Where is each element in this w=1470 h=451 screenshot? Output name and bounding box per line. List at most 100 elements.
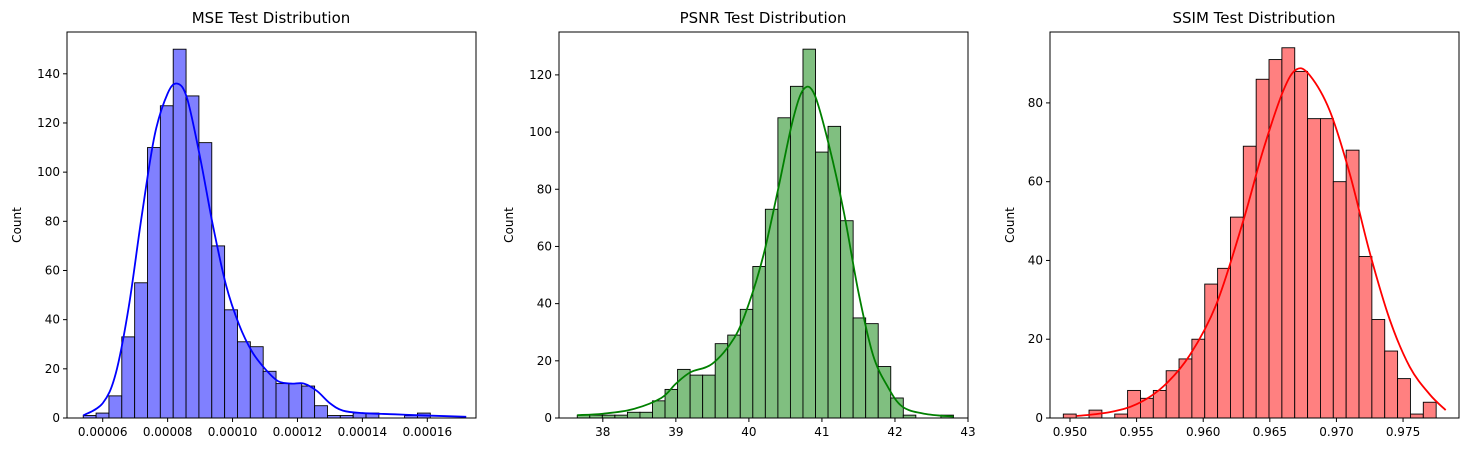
psnr-y-tick-label: 120 — [529, 68, 552, 82]
mse-x-tick-label: 0.00012 — [273, 425, 323, 439]
psnr-bar — [639, 411, 653, 419]
ssim-y-axis-label: Count — [1003, 207, 1017, 243]
ssim-axes-frame — [1049, 31, 1460, 419]
mse-x-tick-label: 0.00006 — [78, 425, 128, 439]
ssim-y-tick-label: 60 — [1028, 175, 1043, 189]
psnr-y-tick-label: 60 — [537, 239, 552, 253]
ssim-chart-title: SSIM Test Distribution — [1173, 9, 1336, 27]
mse-x-tick-label: 0.00016 — [402, 425, 452, 439]
mse-bar — [95, 412, 110, 419]
ssim-y-tick-label: 0 — [1035, 411, 1043, 425]
ssim-bar — [1294, 70, 1309, 419]
ssim-bar — [1242, 145, 1257, 419]
psnr-bar — [702, 374, 716, 419]
ssim-bar — [1384, 350, 1399, 419]
ssim-x-tick-label: 0.950 — [1053, 425, 1087, 439]
ssim-kde-line — [1076, 67, 1447, 417]
ssim-bar — [1062, 413, 1077, 419]
psnr-bar — [789, 85, 804, 419]
psnr-bar — [689, 374, 704, 419]
panel-psnr: PSNR Test Distribution Count 0 20 40 60 80 10… — [502, 9, 976, 439]
mse-x-tick-label: 0.00008 — [143, 425, 193, 439]
psnr-bar — [852, 317, 867, 419]
ssim-x-tick-label: 0.955 — [1119, 425, 1153, 439]
mse-bar — [237, 341, 251, 419]
psnr-axes-frame — [558, 31, 969, 419]
ssim-bar — [1307, 118, 1321, 419]
ssim-bar — [1409, 413, 1424, 419]
ssim-y-tick-label: 80 — [1028, 96, 1043, 110]
ssim-plot-area: 0 20 40 60 80 0.950 0.955 0.960 0.965 0.970 0.975 — [1028, 31, 1460, 439]
psnr-x-tick-label: 42 — [887, 425, 902, 439]
mse-bar — [121, 336, 136, 419]
psnr-x-tick-label: 40 — [741, 425, 756, 439]
mse-bar — [275, 383, 290, 419]
mse-y-axis-label: Count — [10, 207, 24, 243]
mse-y-tick-label: 100 — [37, 165, 60, 179]
ssim-bar — [1358, 256, 1373, 419]
ssim-bar — [1281, 47, 1296, 419]
panel-mse: MSE Test Distribution Count 0 20 40 60 80 100… — [10, 9, 477, 439]
psnr-y-tick-label: 100 — [529, 125, 552, 139]
mse-bar — [301, 385, 316, 419]
mse-y-tick-label: 80 — [45, 214, 60, 228]
mse-y-tick-label: 120 — [37, 116, 60, 130]
psnr-bar — [752, 266, 766, 419]
mse-x-tick-label: 0.00014 — [338, 425, 388, 439]
psnr-bar — [815, 151, 829, 419]
ssim-bar — [1217, 267, 1231, 419]
ssim-x-tick-label: 0.975 — [1386, 425, 1420, 439]
mse-y-tick-label: 140 — [37, 67, 60, 81]
ssim-bar — [1114, 413, 1129, 419]
ssim-bar — [1229, 216, 1244, 419]
mse-y-tick-label: 0 — [52, 411, 60, 425]
ssim-bar — [1319, 118, 1334, 419]
psnr-y-axis-label: Count — [502, 207, 516, 243]
ssim-bar — [1332, 181, 1347, 419]
psnr-bar — [727, 334, 741, 419]
ssim-x-tick-label: 0.970 — [1319, 425, 1353, 439]
psnr-bar — [802, 48, 816, 419]
ssim-x-tick-label: 0.965 — [1253, 425, 1287, 439]
ssim-y-tick-label: 40 — [1028, 253, 1043, 267]
psnr-y-tick-label: 80 — [537, 182, 552, 196]
psnr-chart-title: PSNR Test Distribution — [680, 9, 847, 27]
mse-bar — [224, 309, 238, 419]
mse-y-tick-label: 40 — [45, 313, 60, 327]
psnr-x-tick-label: 39 — [668, 425, 683, 439]
mse-y-tick-label: 60 — [45, 263, 60, 277]
ssim-bar — [1371, 319, 1386, 419]
mse-bar — [147, 147, 161, 419]
ssim-bar — [1422, 401, 1437, 419]
ssim-bar — [1255, 78, 1270, 419]
mse-bar — [159, 105, 174, 419]
ssim-bar — [1345, 149, 1360, 419]
mse-chart-title: MSE Test Distribution — [192, 9, 351, 27]
ssim-y-tick-label: 20 — [1028, 332, 1043, 346]
psnr-plot-area: 0 20 40 60 80 100 120 38 39 40 41 42 43 — [529, 31, 976, 439]
ssim-bar — [1397, 378, 1411, 419]
psnr-x-tick-label: 43 — [960, 425, 975, 439]
psnr-x-tick-label: 38 — [595, 425, 610, 439]
psnr-bar — [652, 400, 666, 419]
mse-kde-line — [82, 82, 467, 418]
mse-bar — [134, 282, 148, 419]
psnr-x-tick-label: 41 — [814, 425, 829, 439]
mse-axes-frame — [66, 31, 477, 419]
ssim-bar — [1191, 338, 1206, 419]
psnr-bar — [626, 411, 641, 419]
panel-ssim: SSIM Test Distribution Count 0 20 40 60 80 0.… — [1003, 9, 1460, 439]
mse-plot-area: 0 20 40 60 80 100 120 140 0.00006 0.00008 0.00010 0… — [37, 31, 477, 439]
mse-bar — [288, 383, 303, 419]
psnr-bar — [739, 308, 754, 419]
mse-bar — [314, 405, 328, 419]
mse-bar — [172, 48, 187, 419]
psnr-y-tick-label: 20 — [537, 354, 552, 368]
mse-y-tick-label: 20 — [45, 362, 60, 376]
ssim-bar — [1152, 389, 1167, 419]
psnr-y-tick-label: 40 — [537, 297, 552, 311]
psnr-y-tick-label: 0 — [544, 411, 552, 425]
mse-bar — [108, 395, 123, 419]
mse-x-tick-label: 0.00010 — [208, 425, 258, 439]
